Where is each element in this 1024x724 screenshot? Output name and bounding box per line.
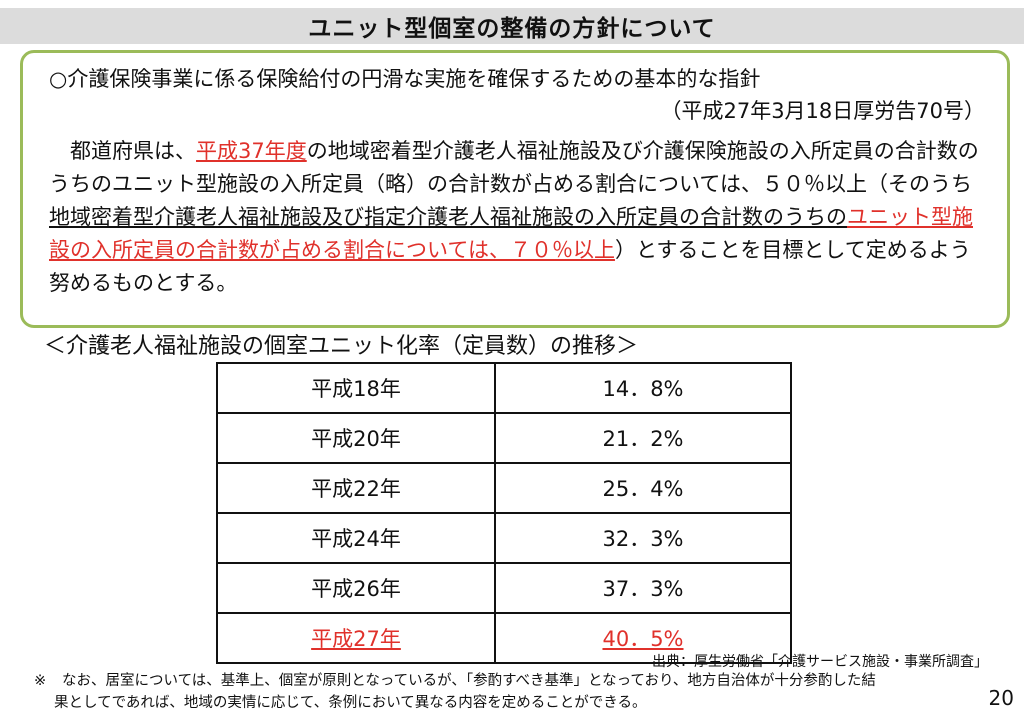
year-cell: 平成18年 xyxy=(216,362,496,414)
unit-rate-table: 平成18年 14．8% 平成20年 21．2% 平成22年 25．4% 平成24… xyxy=(216,362,792,664)
table-caption: ＜介護老人福祉施設の個室ユニット化率（定員数）の推移＞ xyxy=(44,334,639,359)
year-text: 平成27年 xyxy=(311,627,401,651)
footnote-text: なお、居室については、基準上、個室が原則となっているが、「参酌すべき基準」となっ… xyxy=(62,673,876,689)
rate-cell: 40．5% xyxy=(494,612,792,664)
table-row: 平成22年 25．4% xyxy=(216,462,792,514)
policy-text-end: ）とすることを目標として定めるよう努めるものとする。 xyxy=(49,238,971,295)
table-row-highlighted: 平成27年 40．5% xyxy=(216,612,792,664)
policy-body: 都道府県は、平成37年度の地域密着型介護老人福祉施設及び介護保険施設の入所定員の… xyxy=(49,135,989,300)
rate-text: 40．5% xyxy=(602,627,684,651)
year-cell: 平成27年 xyxy=(216,612,496,664)
policy-text-start: 都道府県は、 xyxy=(49,139,196,163)
policy-target-year: 平成37年度 xyxy=(196,139,307,163)
title-bar: ユニット型個室の整備の方針について xyxy=(0,8,1024,44)
footnote-mark: ※ xyxy=(34,673,47,689)
footnote-line: 果としてであれば、地域の実情に応じて、条例において異なる内容を定めることができる… xyxy=(54,695,647,711)
year-cell: 平成24年 xyxy=(216,512,496,564)
page-number: 20 xyxy=(988,686,1014,710)
rate-cell: 14．8% xyxy=(494,362,792,414)
year-cell: 平成22年 xyxy=(216,462,496,514)
policy-heading: ○介護保険事業に係る保険給付の円滑な実施を確保するための基本的な指針 xyxy=(49,67,761,91)
source-note: 出典：厚生労働省「介護サービス施設・事業所調査」 xyxy=(652,654,988,670)
rate-cell: 25．4% xyxy=(494,462,792,514)
footnote-line: ※ なお、居室については、基準上、個室が原則となっているが、「参酌すべき基準」とな… xyxy=(34,670,994,692)
table-row: 平成18年 14．8% xyxy=(216,362,792,414)
footnote: ※ なお、居室については、基準上、個室が原則となっているが、「参酌すべき基準」とな… xyxy=(34,670,994,714)
table-row: 平成24年 32．3% xyxy=(216,512,792,564)
table-row: 平成26年 37．3% xyxy=(216,562,792,614)
rate-cell: 21．2% xyxy=(494,412,792,464)
policy-target-ratio: ユニット型施設の入所定員の合計数が占める割合については、７０％以上 xyxy=(49,205,973,262)
rate-cell: 37．3% xyxy=(494,562,792,614)
table-row: 平成20年 21．2% xyxy=(216,412,792,464)
policy-source: （平成27年3月18日厚労告70号） xyxy=(660,99,985,123)
year-cell: 平成26年 xyxy=(216,562,496,614)
slide-title: ユニット型個室の整備の方針について xyxy=(308,16,716,42)
policy-underlined-text: 地域密着型介護老人福祉施設及び指定介護老人福祉施設の入所定員の合計数のうちの xyxy=(49,205,847,229)
year-cell: 平成20年 xyxy=(216,412,496,464)
policy-box: ○介護保険事業に係る保険給付の円滑な実施を確保するための基本的な指針 （平成27… xyxy=(20,50,1010,328)
rate-cell: 32．3% xyxy=(494,512,792,564)
policy-text-mid: の地域密着型介護老人福祉施設及び介護保険施設の入所定員の合計数のうちのユニット型… xyxy=(49,139,979,196)
